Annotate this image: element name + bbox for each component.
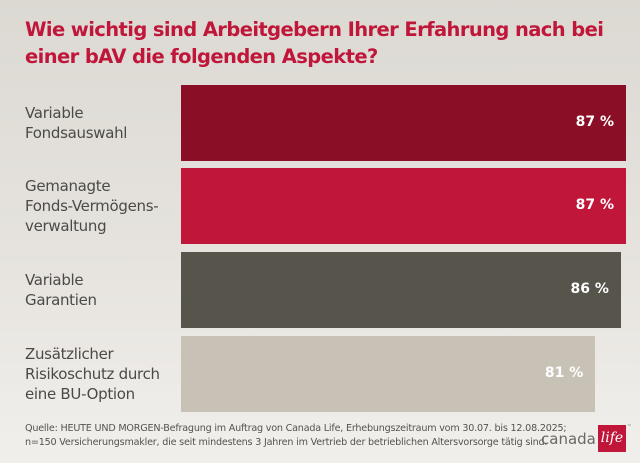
source-note: Quelle: HEUTE UND MORGEN-Befragung im Au… — [25, 422, 567, 450]
category-label-line: Variable — [25, 271, 84, 289]
category-label-line: eine BU-Option — [25, 385, 135, 403]
logo-mark: life — [598, 425, 626, 452]
category-label: Zusätzlicher Risikoschutz durch eine BU-Op… — [25, 344, 175, 404]
logo-text: canada — [541, 430, 596, 448]
trademark: ™ — [627, 424, 632, 430]
bar-1 — [181, 85, 626, 161]
source-line-1: Quelle: HEUTE UND MORGEN-Befragung im Au… — [25, 423, 567, 434]
category-label-line: Fondsauswahl — [25, 124, 128, 142]
bar-value-label: 87 % — [575, 114, 614, 130]
category-label-line: Zusätzlicher — [25, 345, 114, 363]
bar-value-label: 87 % — [575, 197, 614, 213]
bar-2 — [181, 168, 626, 244]
category-label-line: Fonds-Vermögens- — [25, 197, 159, 215]
category-label-line: Risikoschutz durch — [25, 365, 160, 383]
category-label-line: verwaltung — [25, 217, 107, 235]
bar-value-label: 86 % — [570, 281, 609, 297]
category-label-line: Variable — [25, 104, 84, 122]
source-line-2: n=150 Versicherungsmakler, die seit mind… — [25, 437, 548, 448]
bar-4 — [181, 336, 596, 412]
category-label: Variable Fondsauswahl — [25, 103, 175, 143]
category-label-line: Garantien — [25, 291, 97, 309]
category-label: Gemanagte Fonds-Vermögens-verwaltung — [25, 176, 175, 236]
chart-title: Wie wichtig sind Arbeitgebern Ihrer Erfa… — [25, 18, 604, 68]
category-label: Variable Garantien — [25, 270, 175, 310]
category-label-line: Gemanagte — [25, 177, 111, 195]
bar-value-label: 81 % — [544, 365, 584, 381]
bar-3 — [181, 252, 621, 328]
